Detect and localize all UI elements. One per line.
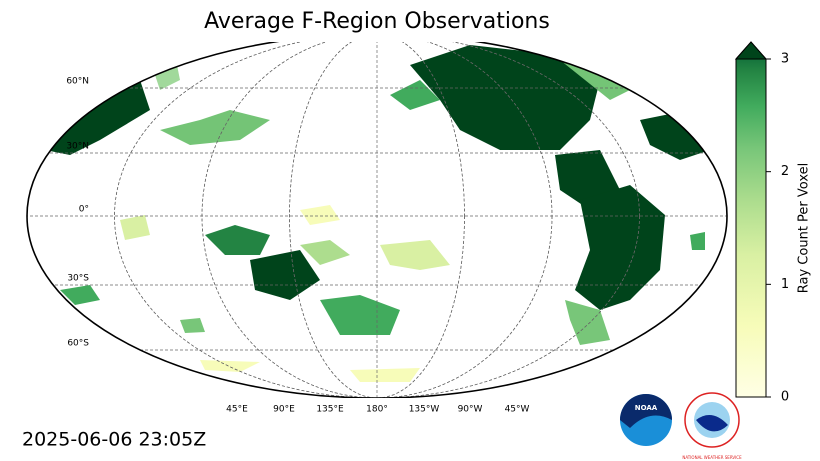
colorbar-label: Ray Count Per Voxel: [797, 163, 812, 293]
colorbar-tick-label: 2: [781, 164, 789, 179]
meridian: [114, 42, 640, 398]
field: [60, 285, 100, 305]
field: [690, 232, 705, 250]
colorbar-extend: [734, 41, 768, 60]
timestamp: 2025-06-06 23:05Z: [22, 429, 206, 451]
lat-label: 60°S: [67, 339, 89, 349]
colorbar-tick-label: 3: [781, 52, 789, 67]
data-field: [45, 45, 710, 382]
lon-label: 180°: [366, 405, 388, 415]
field: [565, 300, 610, 345]
field: [350, 368, 420, 382]
noaa-logo: NOAA: [620, 394, 672, 446]
colorbar: Ray Count Per Voxel: [734, 41, 812, 398]
field: [380, 240, 450, 270]
lat-label: 0°: [79, 205, 89, 215]
map: [26, 42, 728, 398]
lon-label: 90°W: [458, 405, 483, 415]
meridian: [289, 42, 465, 398]
lat-label: 60°N: [66, 77, 89, 87]
field: [390, 80, 440, 110]
lat-label: 30°N: [66, 142, 89, 152]
field: [200, 360, 260, 372]
field: [150, 55, 180, 90]
noaa-text: NOAA: [635, 404, 658, 412]
lon-label: 45°E: [226, 405, 248, 415]
map-border: [26, 42, 728, 398]
meridian: [201, 42, 553, 398]
lat-label: 30°S: [67, 274, 89, 284]
colorbar-tick-label: 1: [781, 277, 789, 292]
lon-label: 90°E: [273, 405, 295, 415]
colorbar-fill: [735, 41, 767, 398]
lon-label: 45°W: [505, 405, 530, 415]
field: [205, 225, 270, 255]
field: [575, 185, 665, 310]
lon-label: 135°W: [409, 405, 440, 415]
nws-text: NATIONAL WEATHER SERVICE: [682, 455, 742, 460]
nws-logo: NATIONAL WEATHER SERVICE: [682, 392, 742, 460]
field: [250, 250, 320, 300]
field: [320, 295, 400, 335]
field: [180, 318, 205, 333]
field: [410, 45, 600, 150]
field: [120, 215, 150, 240]
field: [45, 60, 150, 155]
graticule: [27, 42, 727, 398]
field: [300, 205, 340, 225]
title: Average F-Region Observations: [204, 9, 550, 34]
colorbar-tick-label: 0: [781, 390, 789, 405]
field: [300, 240, 350, 265]
lon-label: 135°E: [316, 405, 344, 415]
field: [640, 110, 710, 160]
field: [160, 110, 270, 145]
